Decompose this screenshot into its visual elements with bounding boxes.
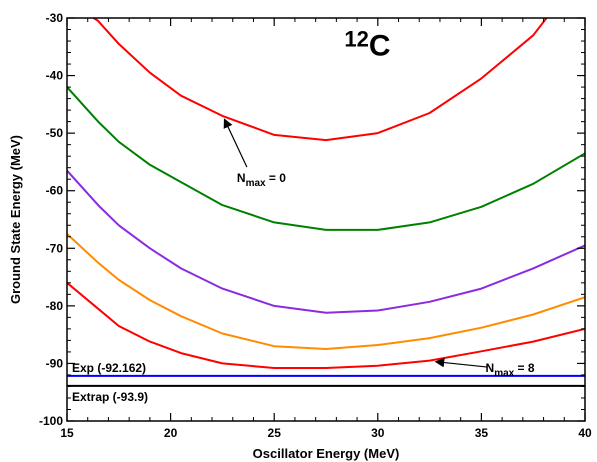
y-tick-label: -30 <box>46 11 64 25</box>
series-line-3 <box>67 169 585 314</box>
annotation-arrow-1 <box>223 118 248 168</box>
x-axis-title: Oscillator Energy (MeV) <box>253 446 400 461</box>
annotation-arrow-2 <box>434 357 488 368</box>
series-line-1 <box>91 18 548 142</box>
reference-line-label-1: Exp (-92.162) <box>72 361 146 375</box>
y-tick-label: -40 <box>46 69 64 83</box>
nmax-annotation-2: Nmax = 8 <box>486 361 535 379</box>
y-tick-label: -90 <box>46 356 64 370</box>
y-tick-label: -80 <box>46 299 64 313</box>
annotations-layer: 12C Nmax = 0 Nmax = 8 <box>223 26 535 379</box>
ticks-layer <box>66 17 586 422</box>
y-tick-label: -100 <box>39 414 63 428</box>
nmax-annotation-1: Nmax = 0 <box>237 171 286 189</box>
x-tick-label: 25 <box>268 426 282 440</box>
series-line-2 <box>67 86 585 231</box>
plot-frame <box>66 17 586 422</box>
x-tick-label: 35 <box>475 426 489 440</box>
series-layer <box>67 18 585 369</box>
y-tick-label: -60 <box>46 184 64 198</box>
series-line-4 <box>67 233 585 350</box>
series-line-5 <box>67 282 585 369</box>
labels-layer: 15 20 25 30 35 40 -100 -90 -80 -70 -60 -50 -40 -30 Osc… <box>8 11 592 461</box>
y-tick-label: -50 <box>46 126 64 140</box>
x-tick-label: 15 <box>60 426 74 440</box>
x-tick-label: 40 <box>578 426 592 440</box>
x-tick-label: 20 <box>164 426 178 440</box>
y-axis-title: Ground State Energy (MeV) <box>8 135 23 304</box>
reference-lines-layer: Exp (-92.162) Extrap (-93.9) <box>67 361 585 404</box>
x-tick-label: 30 <box>371 426 385 440</box>
nucleus-label: 12C <box>344 26 390 62</box>
y-tick-label: -70 <box>46 241 64 255</box>
reference-line-label-2: Extrap (-93.9) <box>72 390 148 404</box>
